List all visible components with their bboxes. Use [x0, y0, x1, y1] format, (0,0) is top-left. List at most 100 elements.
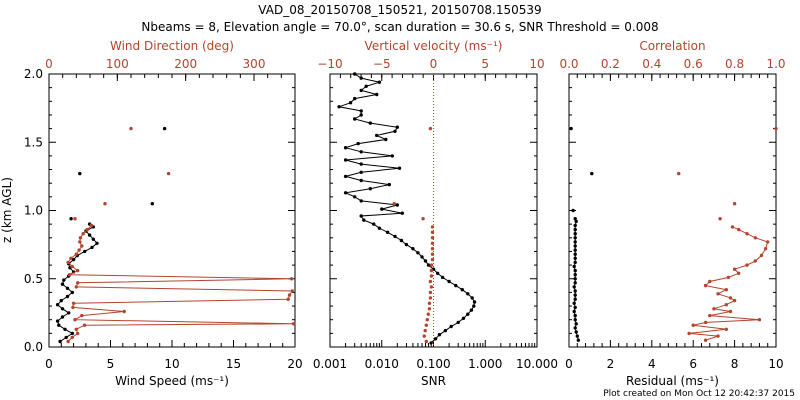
data-point — [573, 227, 577, 232]
data-point — [58, 339, 62, 344]
data-point — [573, 318, 577, 322]
data-point — [573, 236, 577, 240]
data-point — [91, 237, 96, 241]
data-point — [368, 187, 372, 191]
data-point — [466, 292, 470, 296]
data-point — [353, 117, 357, 121]
figure-subtitle: Nbeams = 8, Elevation angle = 70.0°, sca… — [141, 20, 658, 34]
top-tick-label: 200 — [174, 57, 197, 71]
data-point — [460, 288, 464, 292]
panel-1-frame — [48, 73, 296, 348]
data-point — [753, 259, 757, 263]
top-series-line — [689, 226, 769, 341]
data-point — [573, 313, 577, 318]
data-point — [166, 171, 171, 176]
x-tick-label: 6 — [689, 357, 697, 371]
x-tick-label: 0.010 — [365, 357, 399, 371]
data-point — [573, 297, 577, 301]
data-point — [70, 331, 75, 336]
data-point — [461, 316, 466, 320]
data-point — [90, 245, 94, 250]
data-point — [575, 334, 579, 338]
data-point — [737, 271, 741, 275]
data-point — [573, 326, 577, 330]
data-point — [572, 301, 576, 305]
x-tick-label: 1.000 — [468, 357, 502, 371]
data-point — [95, 241, 99, 245]
data-point — [359, 214, 363, 218]
data-point — [429, 341, 433, 345]
data-point — [387, 182, 391, 187]
data-point — [393, 129, 397, 133]
data-point — [411, 247, 415, 251]
data-point — [716, 334, 720, 338]
data-point — [421, 217, 425, 221]
data-point — [359, 113, 363, 117]
data-point — [359, 170, 363, 174]
data-point — [71, 305, 75, 310]
data-point — [343, 174, 348, 179]
data-point — [745, 263, 749, 267]
data-point — [428, 290, 433, 295]
bottom-series-line — [337, 73, 476, 344]
y-tick-label: 1.0 — [24, 204, 43, 218]
data-point — [67, 273, 72, 277]
data-point — [78, 236, 83, 240]
data-point — [590, 171, 594, 176]
data-point — [129, 126, 133, 131]
data-point — [712, 307, 716, 311]
data-point — [426, 312, 430, 316]
x-tick-label: 2 — [607, 357, 615, 371]
data-point — [424, 323, 428, 327]
data-point — [375, 133, 379, 138]
data-point — [454, 283, 458, 288]
data-point — [716, 292, 720, 296]
data-point — [73, 217, 77, 221]
data-point — [416, 251, 420, 255]
data-point — [287, 293, 292, 297]
data-point — [447, 279, 451, 284]
data-point — [77, 248, 81, 252]
data-point — [732, 298, 737, 303]
data-point — [85, 227, 90, 232]
data-point — [427, 307, 432, 311]
data-point — [359, 162, 363, 166]
data-point — [572, 285, 576, 289]
data-point — [89, 223, 94, 228]
data-point — [290, 289, 294, 293]
data-point — [423, 328, 427, 333]
data-point — [372, 222, 376, 226]
x-tick-label: 5 — [107, 357, 115, 371]
data-point — [573, 277, 577, 281]
y-tick-label: 1.5 — [24, 135, 43, 149]
data-point — [380, 207, 384, 211]
data-point — [76, 281, 80, 285]
data-point — [420, 255, 424, 259]
data-point — [574, 219, 578, 224]
data-point — [430, 241, 435, 245]
data-point — [573, 248, 577, 252]
data-point — [384, 137, 388, 142]
top-tick-label: −10 — [317, 57, 342, 71]
top-tick-label: 10 — [529, 57, 544, 71]
data-point — [70, 264, 74, 269]
data-point — [122, 309, 126, 314]
top-tick-label: 100 — [106, 57, 129, 71]
data-point — [395, 203, 399, 207]
data-point — [435, 271, 440, 275]
data-point — [60, 315, 65, 319]
data-point — [73, 318, 77, 322]
data-point — [429, 285, 434, 289]
y-tick-label: 2.0 — [24, 67, 43, 81]
data-point — [469, 308, 474, 312]
data-point — [63, 327, 67, 331]
data-point — [71, 301, 76, 305]
data-point — [573, 252, 577, 256]
data-point — [103, 202, 107, 206]
data-point — [69, 256, 73, 260]
data-point — [78, 171, 82, 176]
x-tick-label: 8 — [731, 357, 739, 371]
data-point — [74, 327, 79, 331]
data-point — [737, 227, 741, 232]
data-point — [82, 323, 87, 327]
